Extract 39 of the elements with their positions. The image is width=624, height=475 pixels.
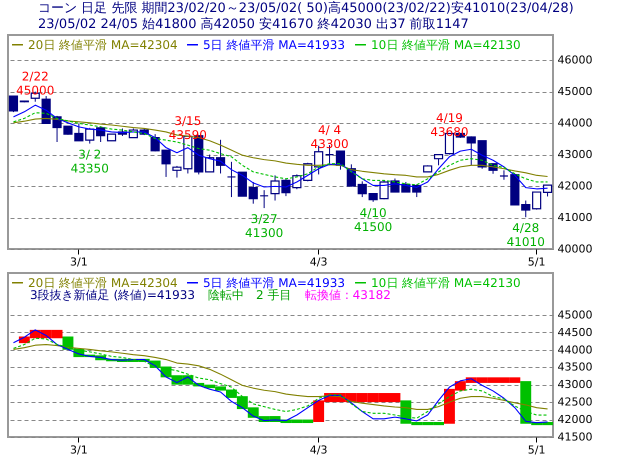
annotation: 3段抜き新値足 (終値)=41933 xyxy=(30,288,196,302)
legend-label: 5日 終値平滑 MA=41933 xyxy=(203,38,346,52)
legend-label: 20日 終値平滑 MA=42304 xyxy=(28,276,178,290)
y-tick-label: 45000 xyxy=(558,308,592,322)
x-tick-label: 4/3 xyxy=(310,256,328,268)
y-tick-label: 42000 xyxy=(558,180,592,193)
annotation: 4/ 4 43300 xyxy=(310,123,349,152)
x-tick-label: 5/1 xyxy=(528,444,546,456)
y-tick-label: 41000 xyxy=(558,211,592,224)
y-tick-label: 41500 xyxy=(558,430,592,444)
y-tick-label: 40000 xyxy=(558,242,592,256)
annotation: 転換値 : 43182 xyxy=(305,288,391,302)
annotation: 4/28 41010 xyxy=(506,221,545,250)
y-tick-label: 43000 xyxy=(558,378,592,392)
y-tick-label: 42500 xyxy=(558,396,592,409)
chart-subtitle: 23/05/02 24/05 始41800 高42050 安41670 終42030 出37 前取1147 xyxy=(38,16,469,32)
y-tick-label: 42000 xyxy=(558,413,592,426)
annotation: 陰転中 2 手目 xyxy=(208,288,292,302)
y-tick-label: 45000 xyxy=(558,85,592,98)
x-tick-label: 4/3 xyxy=(310,444,328,456)
y-tick-label: 44000 xyxy=(558,343,592,356)
y-tick-label: 44000 xyxy=(558,116,592,130)
annotation: 4/19 43680 xyxy=(430,111,469,140)
annotation: 3/ 2 43350 xyxy=(70,148,109,176)
legend-label: 10日 終値平滑 MA=42130 xyxy=(371,38,521,52)
y-tick-label: 43500 xyxy=(558,360,592,374)
y-tick-label: 46000 xyxy=(558,54,592,67)
x-tick-label: 5/1 xyxy=(528,256,546,268)
y-tick-label: 43000 xyxy=(558,148,592,162)
legend-label: 20日 終値平滑 MA=42304 xyxy=(28,38,178,52)
y-tick-label: 44500 xyxy=(558,326,592,339)
x-tick-label: 3/1 xyxy=(70,444,88,456)
legend-label: 5日 終値平滑 MA=41933 xyxy=(203,276,346,290)
legend-label: 10日 終値平滑 MA=42130 xyxy=(371,276,521,290)
x-tick-label: 3/1 xyxy=(70,256,88,268)
chart-title: コーン 日足 先限 期間23/02/20～23/05/02( 50)高45000(23/02/22)安41010(23/04/28) xyxy=(38,0,574,16)
annotation: 3/27 41300 xyxy=(245,212,284,240)
annotation: 4/10 41500 xyxy=(354,206,392,234)
annotation: 2/22 45000 xyxy=(16,70,54,98)
